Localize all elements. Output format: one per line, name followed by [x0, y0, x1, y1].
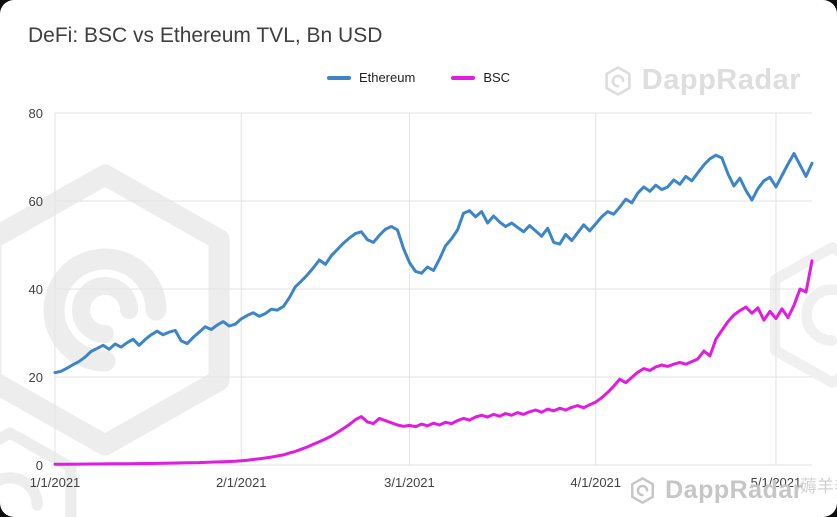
y-axis-tick-label: 40	[29, 282, 43, 297]
cjk-watermark: 薅羊毛	[800, 477, 837, 496]
bsc-line-swatch	[451, 75, 476, 80]
x-axis-tick-label: 2/1/2021	[216, 475, 267, 490]
y-axis-tick-label: 0	[36, 458, 43, 473]
x-axis-tick-label: 4/1/2021	[570, 475, 621, 490]
x-axis-tick-label: 3/1/2021	[384, 475, 435, 490]
legend-label-ethereum: Ethereum	[358, 70, 416, 85]
x-axis-tick-label: 1/1/2021	[30, 475, 81, 490]
legend-label-bsc: BSC	[483, 70, 511, 85]
ethereum-line	[53, 152, 814, 375]
legend-item-ethereum: Ethereum	[326, 70, 416, 85]
y-axis-tick-label: 60	[29, 194, 43, 209]
y-axis-tick-label: 20	[29, 370, 43, 385]
legend-item-bsc: BSC	[451, 70, 510, 85]
chart-legend: Ethereum BSC	[0, 70, 837, 85]
ethereum-line-swatch	[326, 75, 351, 80]
bsc-line	[53, 259, 814, 466]
x-axis-tick-label: 5/1/2021	[751, 475, 802, 490]
y-axis-tick-label: 80	[29, 106, 43, 121]
chart-title: DeFi: BSC vs Ethereum TVL, Bn USD	[28, 24, 383, 47]
